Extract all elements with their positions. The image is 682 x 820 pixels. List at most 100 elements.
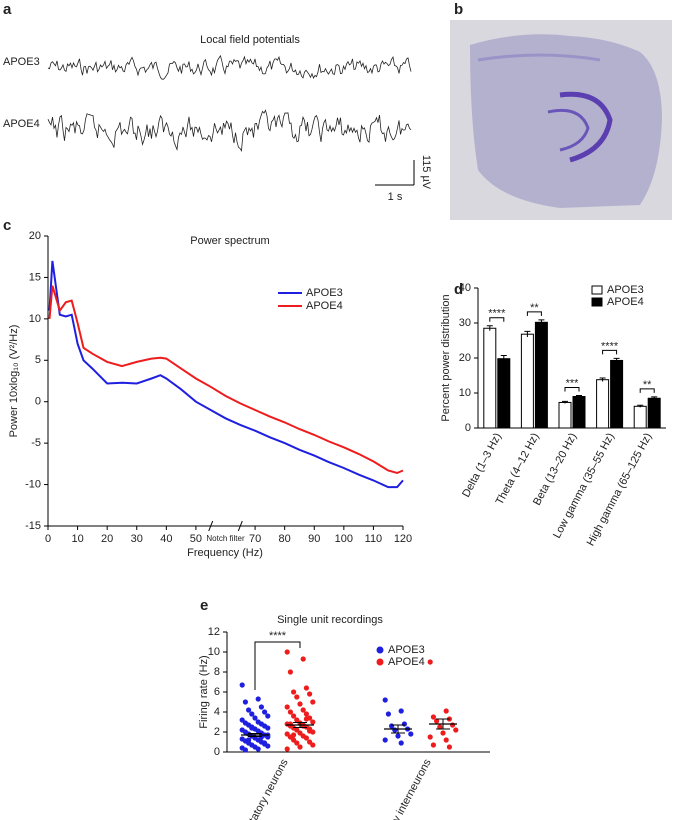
y-tick-label: 10 — [29, 313, 41, 325]
legend-label: APOE3 — [607, 284, 644, 296]
point — [307, 728, 313, 734]
error-bar — [524, 330, 531, 337]
legend-swatch — [376, 646, 384, 654]
y-tick-label: 15 — [29, 271, 41, 283]
panel-label: a — [3, 1, 12, 18]
point — [294, 740, 300, 746]
point — [246, 707, 252, 713]
point — [385, 711, 391, 717]
y-tick-label: 0 — [35, 396, 41, 408]
legend-swatch — [591, 285, 603, 295]
x-tick-label: 40 — [160, 533, 172, 545]
x-tick-label: Notch filter — [206, 534, 245, 543]
bar — [483, 327, 497, 429]
error-bar — [576, 394, 582, 398]
point — [310, 719, 316, 725]
bar — [534, 321, 548, 429]
error-bar — [637, 404, 644, 408]
point — [284, 746, 290, 752]
y-axis-label: Power 10xlog₁₀ (V²/Hz) — [8, 325, 20, 438]
y-tick-label: 4 — [214, 706, 220, 718]
legend-label: APOE4 — [306, 300, 343, 312]
chart-title: Single unit recordings — [277, 614, 383, 626]
trace-label: APOE3 — [3, 56, 40, 68]
error-bar — [562, 400, 568, 404]
point — [249, 725, 255, 731]
y-tick-label: 5 — [35, 354, 41, 366]
y-tick-label: 8 — [214, 666, 220, 678]
point — [291, 689, 297, 695]
bar — [558, 401, 572, 429]
point — [265, 713, 271, 719]
significance-label: **** — [269, 630, 287, 642]
sem-bar — [293, 722, 307, 728]
y-tick-label: 2 — [214, 726, 220, 738]
significance-label: ** — [643, 379, 652, 391]
y-tick-label: 0 — [465, 422, 471, 434]
point — [434, 718, 440, 724]
error-bar — [538, 319, 545, 325]
error-bar — [500, 355, 507, 362]
point — [398, 708, 404, 714]
y-tick-label: -10 — [25, 478, 41, 490]
point — [310, 742, 316, 748]
point — [246, 737, 252, 743]
x-tick-label: 120 — [394, 533, 412, 545]
point — [297, 744, 303, 750]
x-tick-label: High gamma (65–125 Hz) — [585, 431, 655, 548]
point — [255, 696, 261, 702]
point — [287, 721, 293, 727]
trace — [47, 54, 412, 80]
bar — [520, 333, 534, 429]
point — [303, 716, 309, 722]
point — [300, 656, 306, 662]
y-tick-label: 12 — [208, 626, 220, 638]
significance-bracket — [639, 388, 655, 393]
point — [453, 727, 459, 733]
x-axis-label: Frequency (Hz) — [187, 547, 263, 559]
bar — [647, 397, 661, 429]
point — [303, 735, 309, 741]
point — [294, 694, 300, 700]
point — [242, 747, 248, 753]
panel-label: b — [454, 1, 463, 18]
point — [382, 737, 388, 743]
point — [303, 685, 309, 691]
point — [437, 724, 443, 730]
bar — [596, 379, 610, 429]
point — [265, 725, 271, 731]
significance-label: ** — [530, 302, 539, 314]
point — [262, 709, 268, 715]
x-tick-label: 90 — [308, 533, 320, 545]
scale-label: 115 µV — [420, 155, 432, 190]
bar — [633, 405, 647, 429]
point — [427, 659, 433, 665]
axis-break — [237, 520, 243, 532]
y-tick-label: 40 — [459, 282, 471, 294]
error-bar — [599, 377, 606, 382]
legend-swatch — [591, 297, 603, 307]
point — [395, 733, 401, 739]
line — [48, 260, 404, 489]
sem-bar — [391, 724, 405, 734]
significance-bracket — [254, 641, 301, 690]
point — [450, 722, 456, 728]
point — [242, 699, 248, 705]
bar — [572, 396, 586, 429]
y-tick-label: 10 — [208, 646, 220, 658]
chart-title: Power spectrum — [190, 235, 269, 247]
y-tick-label: -15 — [25, 520, 41, 532]
panel-label: e — [200, 597, 208, 614]
point — [392, 727, 398, 733]
trace-label: APOE4 — [3, 118, 40, 130]
sem-bar — [248, 733, 262, 737]
point — [249, 711, 255, 717]
point — [258, 704, 264, 710]
point — [430, 742, 436, 748]
point — [307, 691, 313, 697]
significance-bracket — [489, 317, 505, 322]
histology-image — [450, 20, 672, 220]
legend-label: APOE3 — [306, 287, 343, 299]
x-tick-label: 30 — [131, 533, 143, 545]
x-tick-label: 20 — [101, 533, 113, 545]
